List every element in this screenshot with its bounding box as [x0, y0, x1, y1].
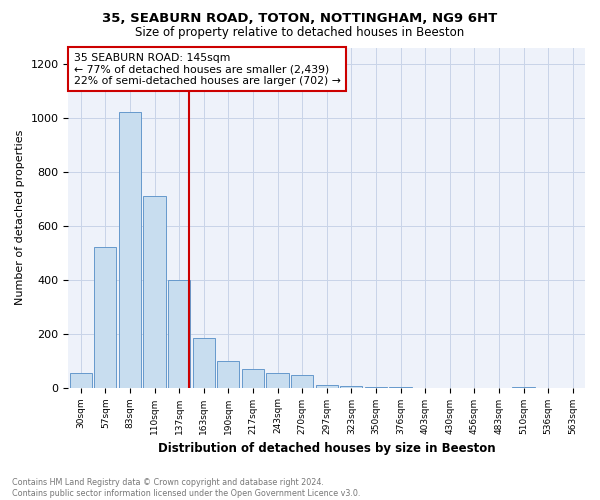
X-axis label: Distribution of detached houses by size in Beeston: Distribution of detached houses by size …: [158, 442, 496, 455]
Y-axis label: Number of detached properties: Number of detached properties: [15, 130, 25, 305]
Bar: [316, 385, 338, 388]
Bar: [119, 112, 141, 388]
Bar: [365, 387, 387, 388]
Bar: [266, 372, 289, 388]
Bar: [389, 387, 412, 388]
Bar: [291, 376, 313, 388]
Bar: [94, 247, 116, 388]
Bar: [340, 386, 362, 388]
Text: 35 SEABURN ROAD: 145sqm
← 77% of detached houses are smaller (2,439)
22% of semi: 35 SEABURN ROAD: 145sqm ← 77% of detache…: [74, 52, 340, 86]
Bar: [512, 387, 535, 388]
Bar: [193, 338, 215, 388]
Text: 35, SEABURN ROAD, TOTON, NOTTINGHAM, NG9 6HT: 35, SEABURN ROAD, TOTON, NOTTINGHAM, NG9…: [103, 12, 497, 24]
Text: Contains HM Land Registry data © Crown copyright and database right 2024.
Contai: Contains HM Land Registry data © Crown c…: [12, 478, 361, 498]
Bar: [217, 360, 239, 388]
Text: Size of property relative to detached houses in Beeston: Size of property relative to detached ho…: [136, 26, 464, 39]
Bar: [143, 196, 166, 388]
Bar: [70, 372, 92, 388]
Bar: [168, 280, 190, 388]
Bar: [242, 368, 264, 388]
